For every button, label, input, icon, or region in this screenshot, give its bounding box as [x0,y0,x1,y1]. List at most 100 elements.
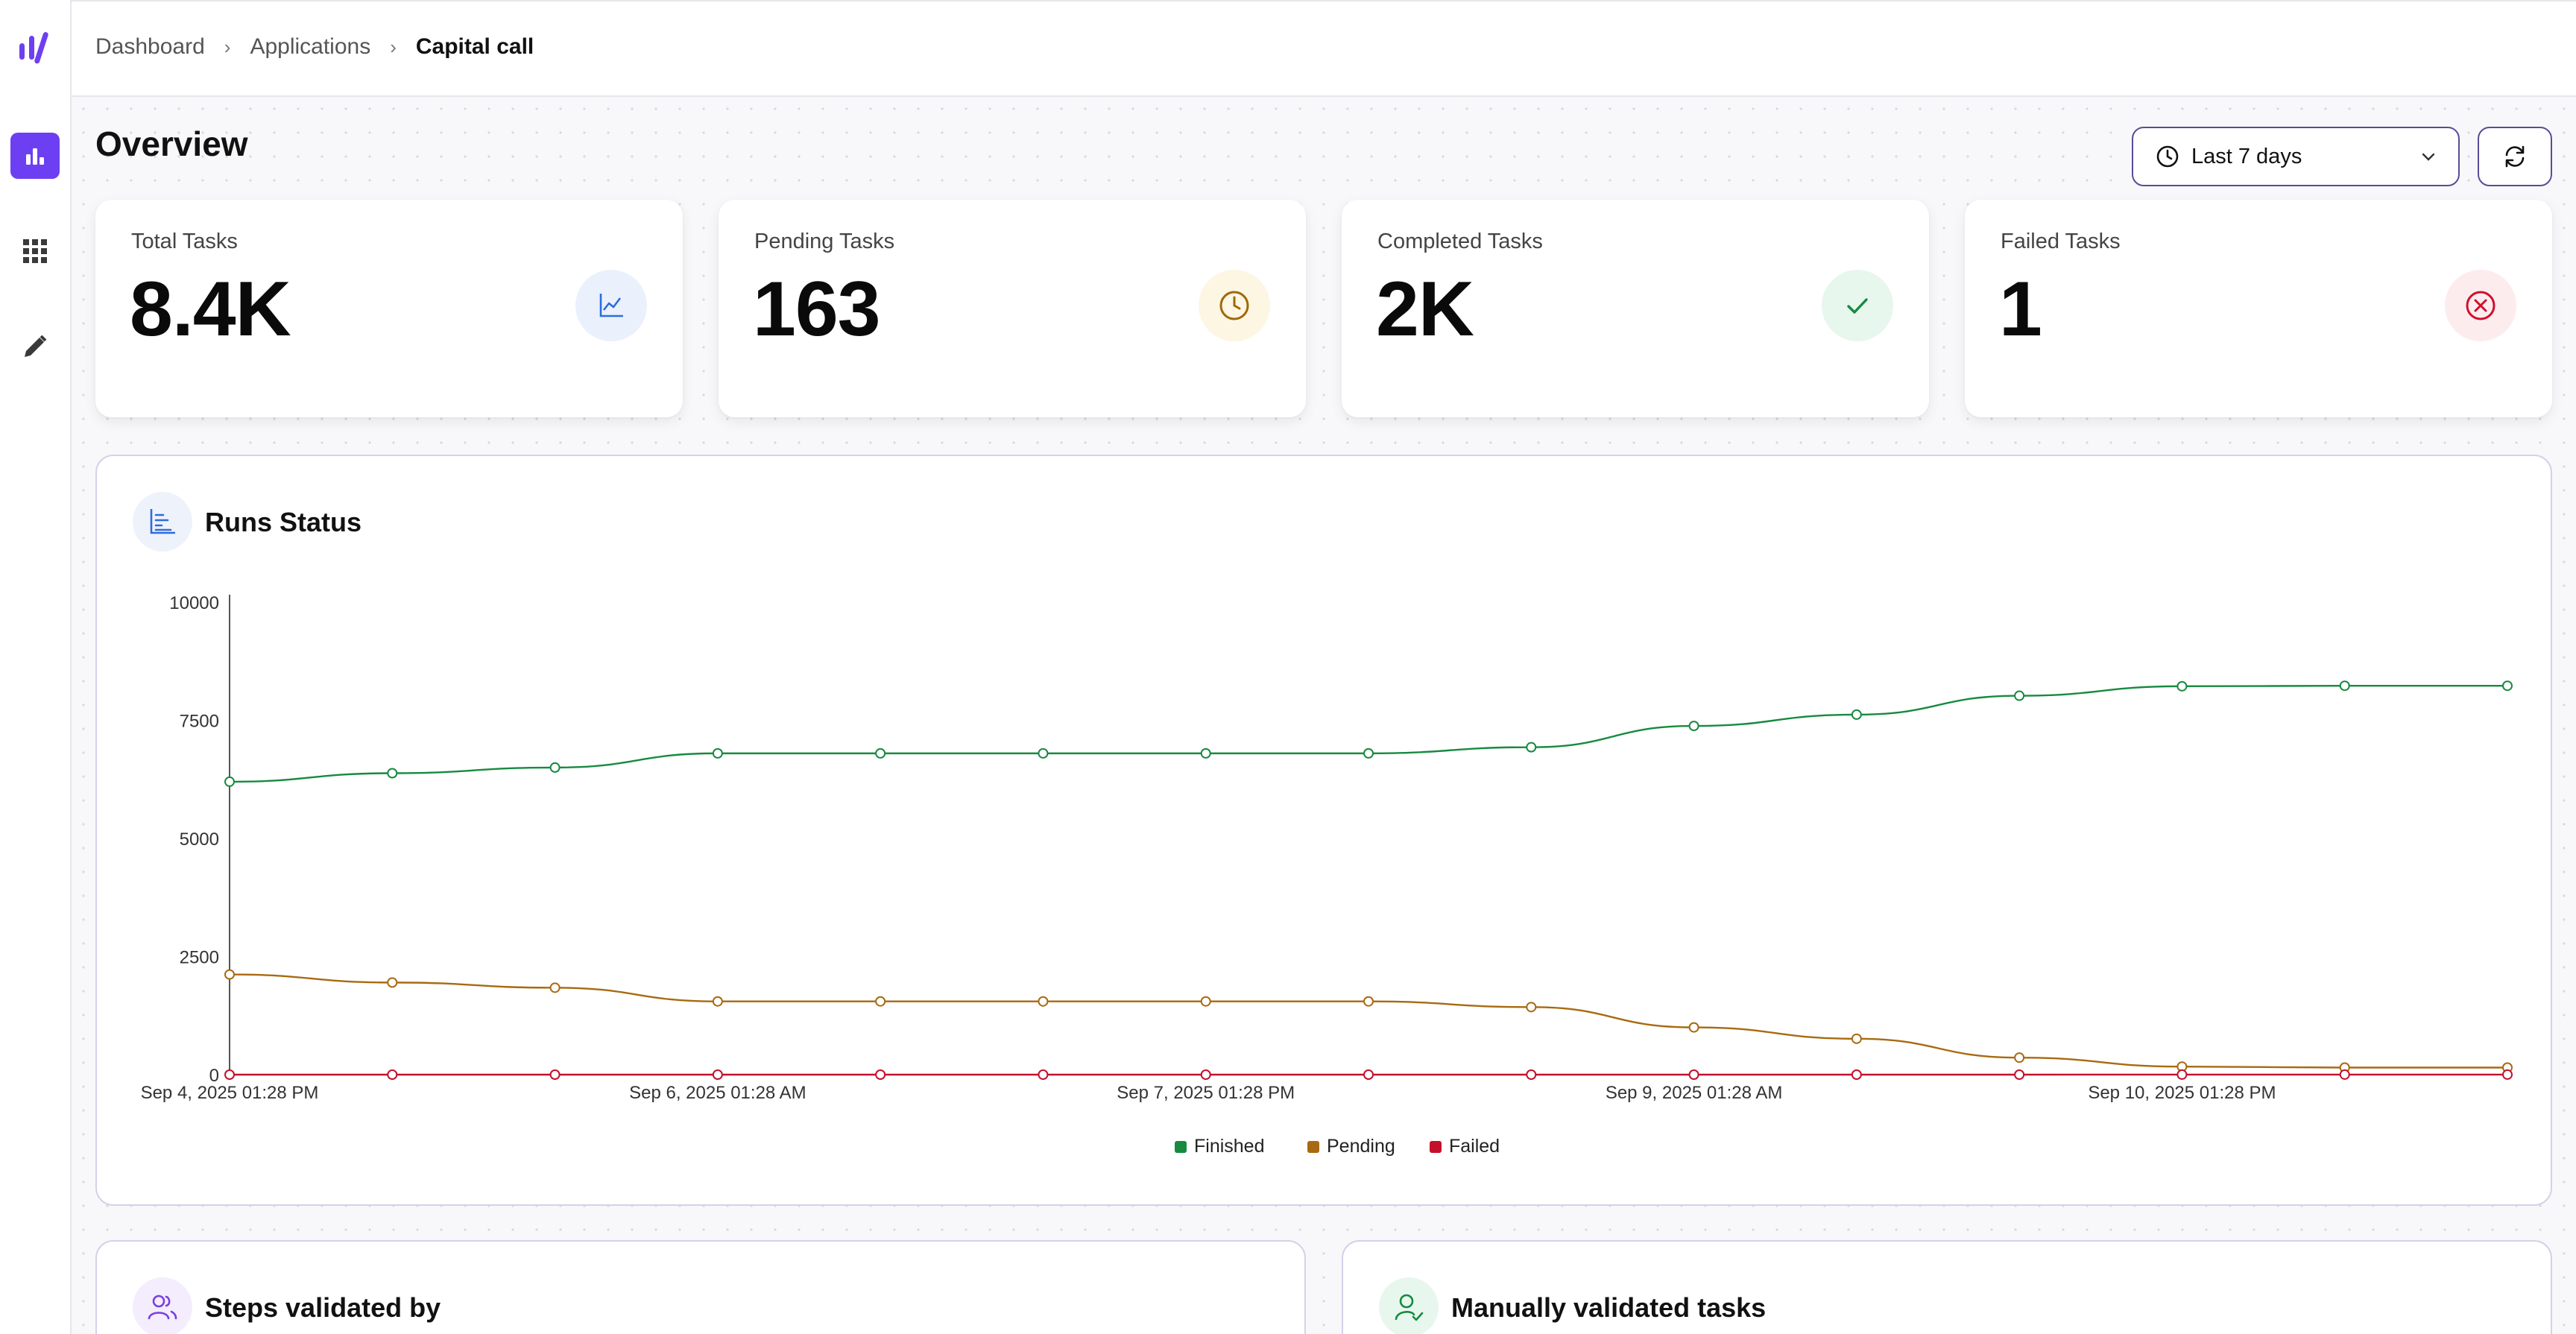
data-point-pending [1363,996,1374,1007]
data-point-pending [387,977,398,988]
data-point-failed [224,1069,235,1080]
panel-title: Manually validated tasks [1451,1292,1767,1323]
data-point-finished [712,747,723,759]
pending-tasks-card: Pending Tasks 163 [719,200,1306,417]
bar-chart-icon [26,148,44,165]
card-label: Completed Tasks [1377,230,1543,253]
legend-swatch-pending [1307,1141,1319,1153]
data-point-finished [2502,680,2513,692]
sidebar-item-edit[interactable] [10,323,60,370]
data-point-finished [875,747,886,759]
data-point-pending [1688,1022,1699,1033]
breadcrumb-dashboard[interactable]: Dashboard [95,34,205,59]
data-point-finished [1851,709,1862,720]
total-tasks-card: Total Tasks 8.4K [95,200,683,417]
chevron-right-icon: › [390,35,397,58]
card-label: Total Tasks [131,230,238,253]
breadcrumb-applications[interactable]: Applications [250,34,371,59]
card-value: 163 [753,266,881,353]
data-point-failed [1688,1069,1699,1080]
refresh-icon [2505,145,2525,168]
time-range-label: Last 7 days [2191,144,2302,168]
data-point-failed [2339,1069,2350,1080]
data-point-pending [2014,1052,2025,1063]
page-title: Overview [95,124,248,163]
data-point-failed [1526,1069,1537,1080]
data-point-failed [1851,1069,1862,1080]
data-point-pending [1526,1002,1537,1013]
data-point-finished [1200,747,1211,759]
sidebar [0,0,72,1334]
data-point-pending [875,996,886,1007]
x-tick-label: Sep 4, 2025 01:28 PM [141,1083,319,1103]
x-circle-icon [2445,270,2516,341]
clock-icon [2156,145,2179,168]
legend-label-failed: Failed [1449,1136,1500,1157]
data-point-pending [712,996,723,1007]
legend-label-finished: Finished [1194,1136,1265,1157]
data-point-finished [1038,747,1049,759]
failed-tasks-card: Failed Tasks 1 [1965,200,2552,417]
data-point-failed [2502,1069,2513,1080]
y-tick-label: 2500 [180,948,219,968]
data-point-pending [224,969,235,980]
app-logo-icon[interactable] [16,27,54,69]
card-label: Failed Tasks [2001,230,2121,253]
bar-list-icon [133,492,192,551]
x-tick-label: Sep 6, 2025 01:28 AM [629,1083,806,1103]
x-tick-label: Sep 9, 2025 01:28 AM [1606,1083,1783,1103]
x-tick-label: Sep 10, 2025 01:28 PM [2088,1083,2276,1103]
refresh-button[interactable] [2478,127,2552,186]
pencil-icon [25,335,47,357]
data-point-failed [1363,1069,1374,1080]
legend-swatch-failed [1430,1141,1442,1153]
y-tick-label: 7500 [180,712,219,732]
runs-status-chart: 0 2500 5000 7500 10000 Sep 4, 2025 01:28 PM Se… [141,593,2513,1157]
card-label: Pending Tasks [754,230,895,253]
data-point-finished [1526,742,1537,753]
breadcrumb-current: Capital call [415,34,534,59]
breadcrumb: Dashboard › Applications › Capital call [95,34,534,60]
sidebar-item-apps[interactable] [10,228,60,274]
runs-status-panel: Runs Status 0 2500 5000 7500 10000 Sep 4, 202… [95,455,2552,1206]
check-icon [1822,270,1893,341]
legend-swatch-finished [1175,1141,1187,1153]
clock-icon [1199,270,1270,341]
data-point-finished [549,762,561,773]
data-point-finished [2339,680,2350,692]
data-point-failed [549,1069,561,1080]
data-point-failed [712,1069,723,1080]
data-point-finished [1363,747,1374,759]
card-value: 8.4K [130,266,291,353]
line-chart-icon [575,270,647,341]
data-point-failed [875,1069,886,1080]
y-tick-label: 10000 [169,593,219,613]
steps-validated-panel: Steps validated by [95,1240,1306,1334]
card-value: 1 [1999,266,2042,353]
legend-label-pending: Pending [1327,1136,1395,1157]
data-point-failed [1038,1069,1049,1080]
y-tick-label: 0 [209,1066,219,1086]
grid-icon [23,239,47,263]
data-point-finished [1688,721,1699,732]
series-line-finished [229,685,2507,783]
chevron-down-icon [2422,153,2435,161]
data-point-finished [224,776,235,787]
card-value: 2K [1376,266,1474,353]
completed-tasks-card: Completed Tasks 2K [1342,200,1929,417]
chevron-right-icon: › [224,35,231,58]
data-point-failed [387,1069,398,1080]
data-point-pending [1851,1033,1862,1044]
data-point-finished [2176,680,2188,692]
x-tick-label: Sep 7, 2025 01:28 PM [1117,1083,1295,1103]
y-tick-label: 5000 [180,829,219,850]
series-line-pending [229,973,2507,1069]
data-point-finished [387,768,398,779]
sidebar-item-dashboard[interactable] [10,133,60,179]
data-point-failed [2176,1069,2188,1080]
users-icon [133,1277,192,1334]
time-range-select[interactable]: Last 7 days [2132,127,2460,186]
data-point-pending [1038,996,1049,1007]
data-point-failed [2014,1069,2025,1080]
top-bar: Dashboard › Applications › Capital call [72,0,2576,97]
